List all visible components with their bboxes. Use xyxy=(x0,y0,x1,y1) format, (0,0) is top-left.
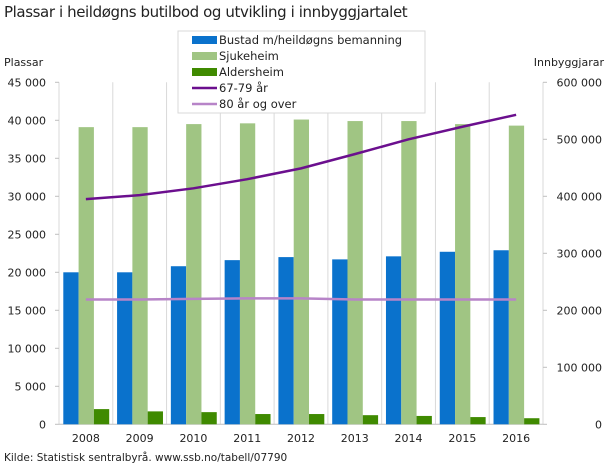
y-left-tick-label: 20 000 xyxy=(8,266,47,279)
bar-aldersheim-2011 xyxy=(255,414,271,425)
legend-swatch xyxy=(192,36,217,44)
y-left-tick-label: 0 xyxy=(39,418,46,431)
y-left-tick-label: 45 000 xyxy=(8,76,47,89)
y-right-tick-label: 300 000 xyxy=(557,247,603,260)
bar-bustad-m-heild-gns-bemanning-2011 xyxy=(224,260,240,425)
bar-bustad-m-heild-gns-bemanning-2008 xyxy=(63,272,79,425)
chart-title: Plassar i heildøgns butilbod og utviklin… xyxy=(4,3,408,21)
x-tick-label: 2015 xyxy=(448,432,476,445)
legend-label: 67-79 år xyxy=(219,81,268,95)
bar-bustad-m-heild-gns-bemanning-2009 xyxy=(117,272,133,425)
legend-label: 80 år og over xyxy=(219,97,297,111)
x-tick-label: 2009 xyxy=(126,432,154,445)
bar-aldersheim-2012 xyxy=(309,414,325,425)
legend-box xyxy=(177,30,426,114)
y-right-tick-label: 0 xyxy=(595,418,602,431)
y-left-tick-label: 25 000 xyxy=(8,228,47,241)
bar-bustad-m-heild-gns-bemanning-2012 xyxy=(278,257,294,425)
y-left-axis-title: Plassar xyxy=(4,56,44,69)
bar-aldersheim-2015 xyxy=(470,417,486,425)
x-tick-label: 2011 xyxy=(233,432,261,445)
bar-aldersheim-2008 xyxy=(93,409,110,425)
y-right-tick-label: 600 000 xyxy=(557,76,603,89)
bar-bustad-m-heild-gns-bemanning-2016 xyxy=(493,250,509,425)
y-right-tick-label: 400 000 xyxy=(557,190,603,203)
bar-sjukeheim-2011 xyxy=(239,123,256,425)
y-left-tick-label: 10 000 xyxy=(8,342,47,355)
legend-label: Bustad m/heildøgns bemanning xyxy=(219,33,402,47)
bar-bustad-m-heild-gns-bemanning-2010 xyxy=(170,266,187,425)
y-left-tick-label: 5 000 xyxy=(15,380,47,393)
bar-aldersheim-2009 xyxy=(147,411,163,425)
legend-swatch xyxy=(192,52,217,60)
bar-sjukeheim-2016 xyxy=(508,125,525,425)
bar-sjukeheim-2014 xyxy=(401,121,417,425)
source-note: Kilde: Statistisk sentralbyrå. www.ssb.n… xyxy=(4,452,288,464)
bar-bustad-m-heild-gns-bemanning-2013 xyxy=(332,259,348,425)
bar-sjukeheim-2010 xyxy=(186,124,202,425)
bar-sjukeheim-2012 xyxy=(293,119,310,425)
bar-aldersheim-2013 xyxy=(362,415,379,425)
y-right-tick-label: 500 000 xyxy=(557,133,603,146)
bar-bustad-m-heild-gns-bemanning-2015 xyxy=(439,251,456,425)
x-tick-label: 2010 xyxy=(179,432,207,445)
y-right-axis-title: Innbyggjarar xyxy=(534,56,605,69)
legend-label: Aldersheim xyxy=(219,65,284,79)
legend-swatch xyxy=(192,68,217,76)
y-right-tick-label: 200 000 xyxy=(557,304,603,317)
x-tick-label: 2012 xyxy=(287,432,315,445)
bar-sjukeheim-2009 xyxy=(132,127,148,425)
legend: Bustad m/heildøgns bemanning Sjukeheim Ald… xyxy=(177,30,426,114)
y-left-tick-label: 40 000 xyxy=(8,114,47,127)
y-right-tick-label: 100 000 xyxy=(557,361,603,374)
y-left-tick-label: 15 000 xyxy=(8,304,47,317)
bar-aldersheim-2016 xyxy=(524,418,540,425)
x-tick-label: 2013 xyxy=(341,432,369,445)
bar-sjukeheim-2015 xyxy=(455,124,471,425)
x-tick-label: 2016 xyxy=(502,432,530,445)
bar-sjukeheim-2013 xyxy=(347,121,363,425)
y-left-tick-label: 35 000 xyxy=(8,152,47,165)
line-series-80-r-og-over xyxy=(85,297,517,301)
x-tick-label: 2014 xyxy=(395,432,423,445)
bar-bustad-m-heild-gns-bemanning-2014 xyxy=(385,256,402,425)
y-left-tick-label: 30 000 xyxy=(8,190,47,203)
legend-label: Sjukeheim xyxy=(219,49,279,63)
bar-aldersheim-2010 xyxy=(201,412,217,425)
bar-sjukeheim-2008 xyxy=(78,127,94,425)
x-tick-label: 2008 xyxy=(72,432,100,445)
bar-aldersheim-2014 xyxy=(416,415,432,425)
